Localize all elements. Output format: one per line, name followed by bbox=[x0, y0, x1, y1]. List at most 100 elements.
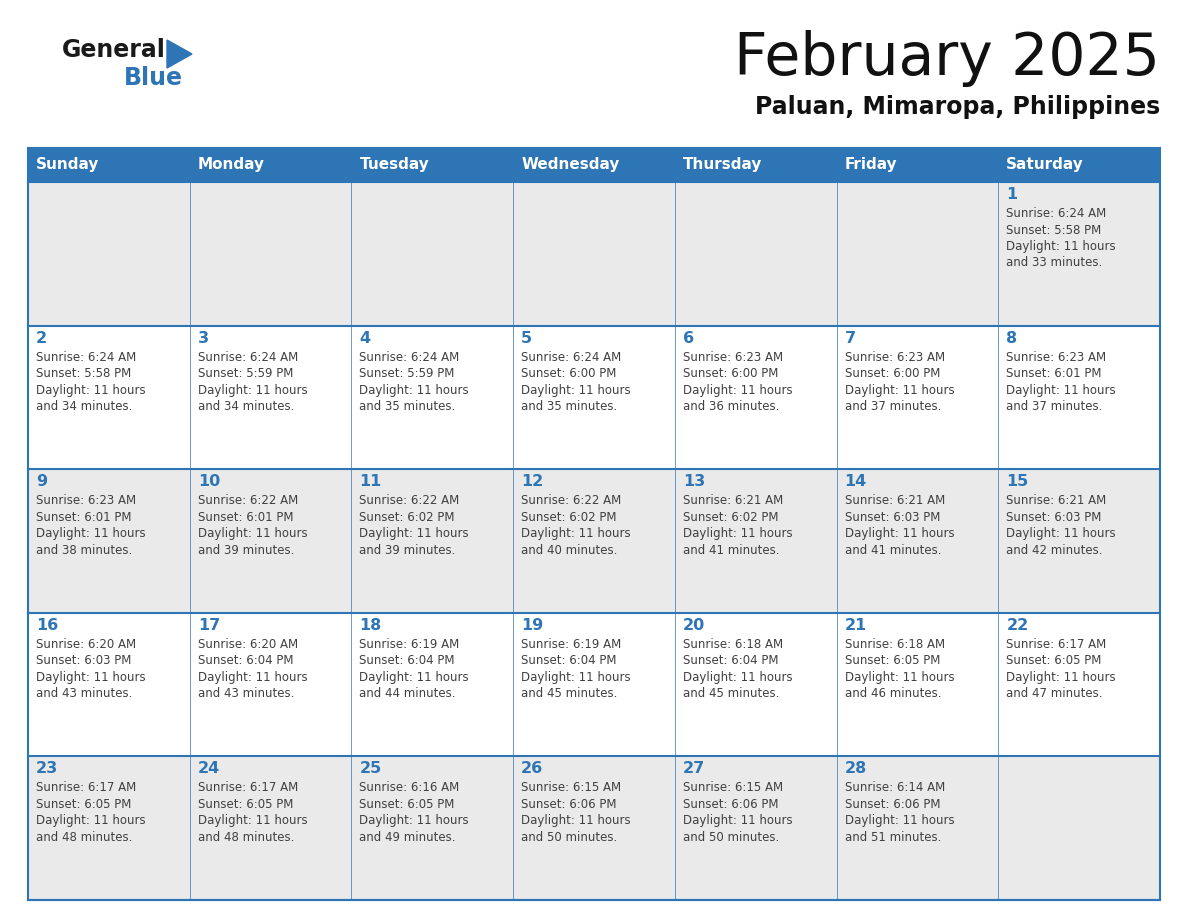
Bar bbox=[29, 756, 190, 900]
Bar bbox=[352, 613, 513, 756]
Bar bbox=[29, 326, 190, 469]
Bar bbox=[513, 148, 675, 182]
Text: Sunrise: 6:16 AM: Sunrise: 6:16 AM bbox=[360, 781, 460, 794]
Text: Sunset: 6:04 PM: Sunset: 6:04 PM bbox=[522, 655, 617, 667]
Text: Sunset: 5:58 PM: Sunset: 5:58 PM bbox=[36, 367, 131, 380]
Bar bbox=[352, 182, 513, 326]
Text: Sunrise: 6:18 AM: Sunrise: 6:18 AM bbox=[845, 638, 944, 651]
Text: and 39 minutes.: and 39 minutes. bbox=[197, 543, 295, 556]
Text: Sunrise: 6:24 AM: Sunrise: 6:24 AM bbox=[360, 351, 460, 364]
Bar bbox=[29, 182, 190, 326]
Bar bbox=[836, 182, 998, 326]
Bar bbox=[998, 326, 1159, 469]
Bar bbox=[675, 148, 836, 182]
Text: Sunset: 6:05 PM: Sunset: 6:05 PM bbox=[845, 655, 940, 667]
Text: and 50 minutes.: and 50 minutes. bbox=[683, 831, 779, 844]
Text: 17: 17 bbox=[197, 618, 220, 633]
Text: Daylight: 11 hours: Daylight: 11 hours bbox=[360, 671, 469, 684]
Text: Sunset: 5:58 PM: Sunset: 5:58 PM bbox=[1006, 223, 1101, 237]
Text: Sunset: 6:03 PM: Sunset: 6:03 PM bbox=[845, 510, 940, 523]
Text: and 35 minutes.: and 35 minutes. bbox=[522, 400, 618, 413]
Text: 23: 23 bbox=[36, 761, 58, 777]
Text: and 45 minutes.: and 45 minutes. bbox=[683, 688, 779, 700]
Bar bbox=[352, 326, 513, 469]
Text: and 37 minutes.: and 37 minutes. bbox=[1006, 400, 1102, 413]
Text: Sunset: 6:06 PM: Sunset: 6:06 PM bbox=[845, 798, 940, 811]
Text: Sunrise: 6:23 AM: Sunrise: 6:23 AM bbox=[1006, 351, 1106, 364]
Polygon shape bbox=[168, 40, 192, 68]
Text: Sunrise: 6:21 AM: Sunrise: 6:21 AM bbox=[1006, 494, 1106, 508]
Text: Sunrise: 6:23 AM: Sunrise: 6:23 AM bbox=[683, 351, 783, 364]
Text: and 34 minutes.: and 34 minutes. bbox=[197, 400, 295, 413]
Text: Sunset: 5:59 PM: Sunset: 5:59 PM bbox=[360, 367, 455, 380]
Text: Daylight: 11 hours: Daylight: 11 hours bbox=[36, 671, 146, 684]
Bar bbox=[190, 756, 352, 900]
Text: Sunset: 6:01 PM: Sunset: 6:01 PM bbox=[36, 510, 132, 523]
Text: Thursday: Thursday bbox=[683, 158, 763, 173]
Bar bbox=[836, 756, 998, 900]
Text: 5: 5 bbox=[522, 330, 532, 345]
Text: 19: 19 bbox=[522, 618, 543, 633]
Text: Sunset: 6:04 PM: Sunset: 6:04 PM bbox=[197, 655, 293, 667]
Bar bbox=[513, 182, 675, 326]
Text: and 34 minutes.: and 34 minutes. bbox=[36, 400, 132, 413]
Bar bbox=[675, 182, 836, 326]
Bar bbox=[998, 756, 1159, 900]
Bar bbox=[998, 182, 1159, 326]
Text: Sunset: 5:59 PM: Sunset: 5:59 PM bbox=[197, 367, 293, 380]
Bar bbox=[29, 469, 190, 613]
Bar bbox=[836, 148, 998, 182]
Bar bbox=[836, 326, 998, 469]
Text: 21: 21 bbox=[845, 618, 867, 633]
Text: Sunrise: 6:19 AM: Sunrise: 6:19 AM bbox=[522, 638, 621, 651]
Bar bbox=[190, 613, 352, 756]
Bar bbox=[998, 613, 1159, 756]
Text: Sunset: 6:04 PM: Sunset: 6:04 PM bbox=[360, 655, 455, 667]
Text: 6: 6 bbox=[683, 330, 694, 345]
Bar bbox=[513, 613, 675, 756]
Text: Sunset: 6:05 PM: Sunset: 6:05 PM bbox=[360, 798, 455, 811]
Bar bbox=[352, 469, 513, 613]
Text: Sunrise: 6:15 AM: Sunrise: 6:15 AM bbox=[522, 781, 621, 794]
Text: 16: 16 bbox=[36, 618, 58, 633]
Text: Sunrise: 6:20 AM: Sunrise: 6:20 AM bbox=[197, 638, 298, 651]
Text: and 40 minutes.: and 40 minutes. bbox=[522, 543, 618, 556]
Text: and 43 minutes.: and 43 minutes. bbox=[36, 688, 132, 700]
Text: Daylight: 11 hours: Daylight: 11 hours bbox=[197, 671, 308, 684]
Text: and 39 minutes.: and 39 minutes. bbox=[360, 543, 456, 556]
Text: Daylight: 11 hours: Daylight: 11 hours bbox=[36, 384, 146, 397]
Text: Sunset: 6:01 PM: Sunset: 6:01 PM bbox=[1006, 367, 1101, 380]
Bar bbox=[675, 469, 836, 613]
Text: Daylight: 11 hours: Daylight: 11 hours bbox=[683, 671, 792, 684]
Text: Daylight: 11 hours: Daylight: 11 hours bbox=[1006, 240, 1116, 253]
Text: Sunset: 6:05 PM: Sunset: 6:05 PM bbox=[1006, 655, 1101, 667]
Text: Daylight: 11 hours: Daylight: 11 hours bbox=[1006, 384, 1116, 397]
Text: 18: 18 bbox=[360, 618, 381, 633]
Bar bbox=[352, 756, 513, 900]
Text: Sunrise: 6:21 AM: Sunrise: 6:21 AM bbox=[845, 494, 944, 508]
Text: Sunrise: 6:23 AM: Sunrise: 6:23 AM bbox=[36, 494, 137, 508]
Text: 20: 20 bbox=[683, 618, 706, 633]
Text: 11: 11 bbox=[360, 475, 381, 489]
Text: 25: 25 bbox=[360, 761, 381, 777]
Text: Sunrise: 6:24 AM: Sunrise: 6:24 AM bbox=[522, 351, 621, 364]
Text: Daylight: 11 hours: Daylight: 11 hours bbox=[845, 814, 954, 827]
Text: Daylight: 11 hours: Daylight: 11 hours bbox=[845, 527, 954, 540]
Text: Daylight: 11 hours: Daylight: 11 hours bbox=[1006, 671, 1116, 684]
Text: 27: 27 bbox=[683, 761, 706, 777]
Bar bbox=[675, 756, 836, 900]
Text: Daylight: 11 hours: Daylight: 11 hours bbox=[522, 814, 631, 827]
Text: Sunrise: 6:24 AM: Sunrise: 6:24 AM bbox=[36, 351, 137, 364]
Text: Sunrise: 6:24 AM: Sunrise: 6:24 AM bbox=[197, 351, 298, 364]
Text: Sunset: 6:02 PM: Sunset: 6:02 PM bbox=[683, 510, 778, 523]
Text: Sunrise: 6:15 AM: Sunrise: 6:15 AM bbox=[683, 781, 783, 794]
Text: Daylight: 11 hours: Daylight: 11 hours bbox=[845, 671, 954, 684]
Text: and 48 minutes.: and 48 minutes. bbox=[197, 831, 295, 844]
Text: and 41 minutes.: and 41 minutes. bbox=[683, 543, 779, 556]
Text: Daylight: 11 hours: Daylight: 11 hours bbox=[522, 384, 631, 397]
Text: Daylight: 11 hours: Daylight: 11 hours bbox=[197, 814, 308, 827]
Text: Tuesday: Tuesday bbox=[360, 158, 429, 173]
Bar bbox=[29, 148, 190, 182]
Text: Paluan, Mimaropa, Philippines: Paluan, Mimaropa, Philippines bbox=[754, 95, 1159, 119]
Text: Sunset: 6:02 PM: Sunset: 6:02 PM bbox=[360, 510, 455, 523]
